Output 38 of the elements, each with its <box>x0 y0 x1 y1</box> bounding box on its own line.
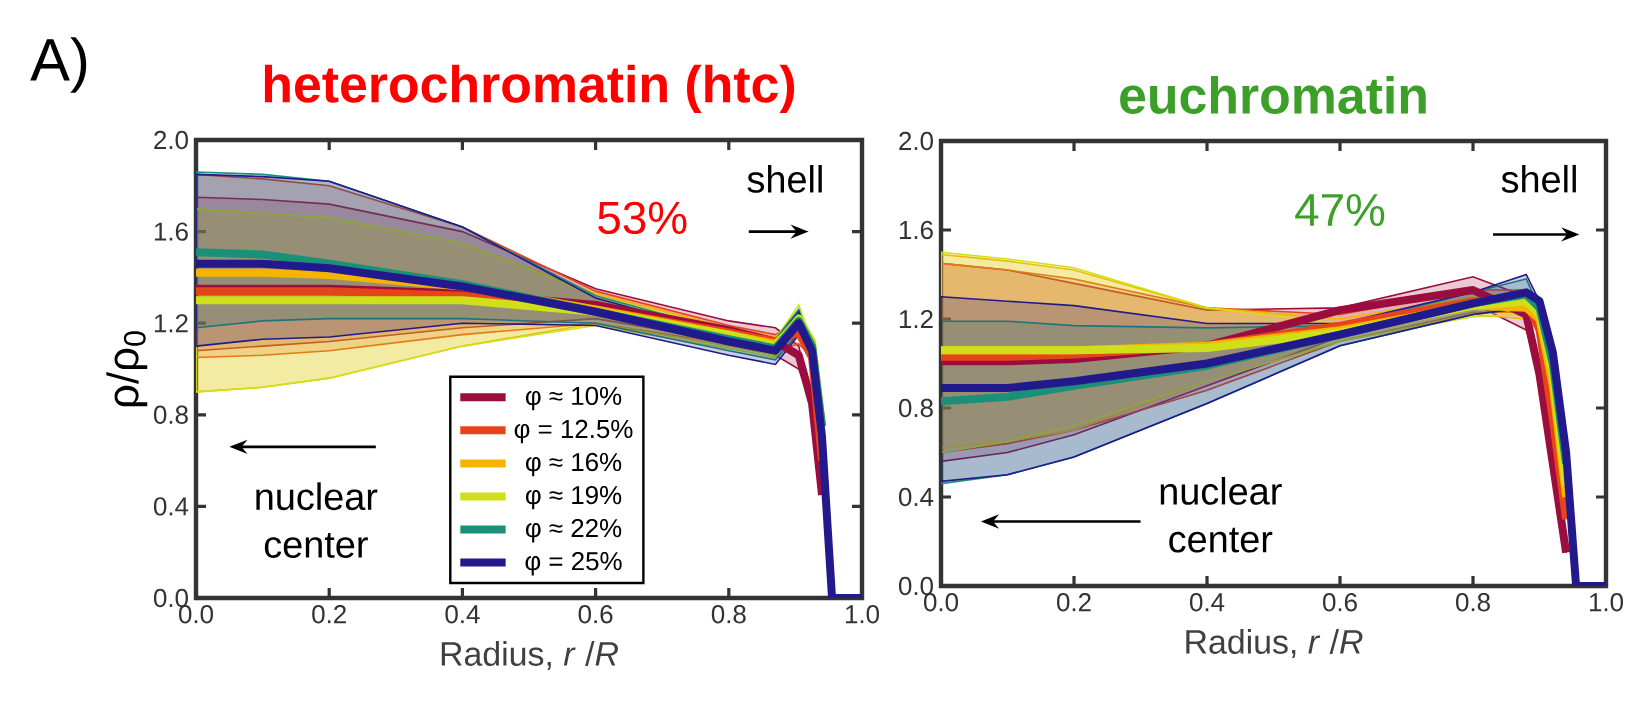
legend-label: φ ≈ 22% <box>525 518 622 543</box>
y-tick-label: 0.8 <box>898 398 933 418</box>
annotation: nuclear center <box>256 482 378 558</box>
legend-label: φ = 12.5% <box>514 419 633 444</box>
y-tick-label: 0.4 <box>153 497 189 516</box>
chart-title: heterochromatin (htc) <box>264 64 795 113</box>
y-tick-label: 1.2 <box>899 309 933 329</box>
y-tick-label: 0.4 <box>898 487 934 507</box>
text: A) <box>30 37 87 93</box>
annotation: shell <box>1501 164 1576 193</box>
y-axis-title: ρ/ρ$_{0}$ <box>106 331 148 407</box>
legend-label: φ = 25% <box>525 551 622 576</box>
chart-title: euchromatin <box>1120 75 1426 114</box>
y-tick-label: 1.6 <box>899 220 933 240</box>
x-tick-label: 0.2 <box>1057 593 1091 612</box>
x-tick-label: 0.4 <box>445 605 480 624</box>
x-tick-label: 1.0 <box>845 605 880 624</box>
x-axis-title: Radius, r /R <box>1186 629 1363 658</box>
legend-label: φ ≈ 19% <box>525 485 622 510</box>
y-tick-label: 2.0 <box>154 130 188 150</box>
annotation: shell <box>747 165 822 193</box>
x-tick-label: 0.6 <box>1323 593 1357 612</box>
x-tick-label: 1.0 <box>1589 593 1624 612</box>
x-tick-label: 0.6 <box>578 605 613 624</box>
y-tick-label: 1.2 <box>154 314 188 333</box>
annotation: 53% <box>598 201 687 235</box>
x-tick-label: 0.8 <box>711 605 746 624</box>
x-tick-label: 0.8 <box>1456 593 1490 612</box>
y-tick-label: 0.8 <box>153 405 188 424</box>
x-axis-title: Radius, r /R <box>441 641 618 670</box>
y-tick-label: 2.0 <box>899 131 933 151</box>
x-tick-label: 0.2 <box>312 605 346 624</box>
legend-label: φ ≈ 16% <box>525 452 622 477</box>
x-tick-label: 0.4 <box>1190 593 1225 612</box>
annotation: 47% <box>1295 193 1385 227</box>
annotation: nuclear center <box>1160 476 1282 553</box>
legend-label: φ ≈ 10% <box>525 386 622 411</box>
y-tick-label: 1.6 <box>154 222 188 241</box>
